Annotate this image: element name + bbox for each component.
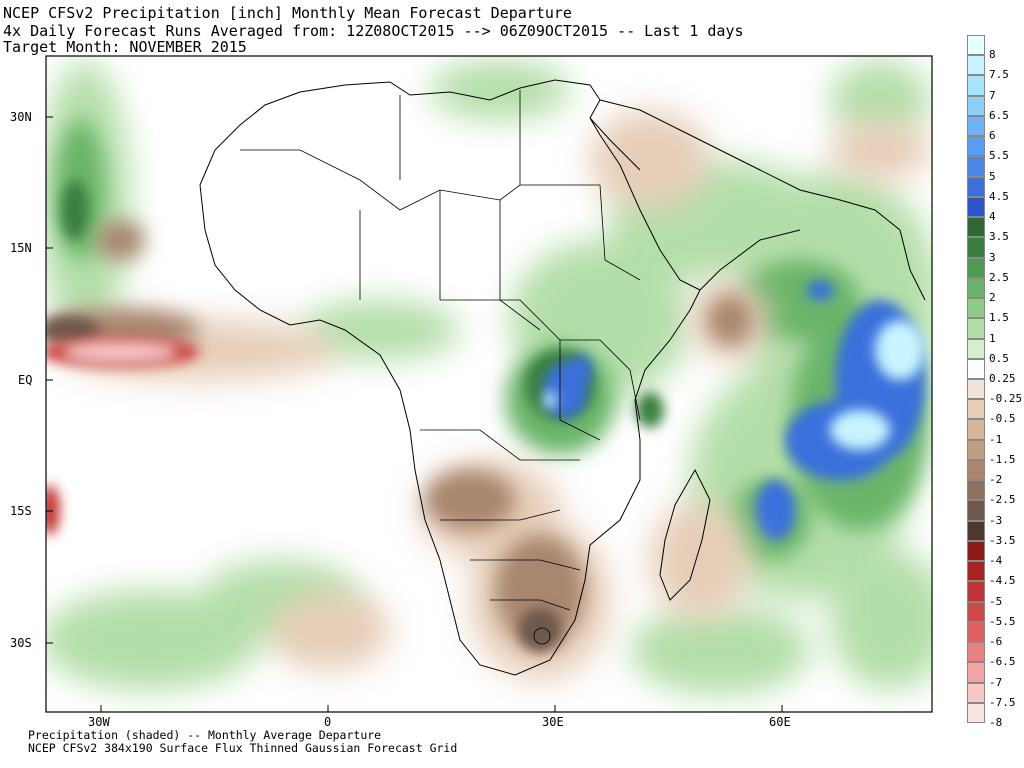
- legend-swatch: [967, 379, 985, 400]
- legend-label: -2: [989, 473, 1003, 487]
- legend-swatch: [967, 561, 985, 582]
- legend-swatch: [967, 196, 985, 218]
- legend-swatch: [967, 520, 985, 541]
- legend-swatch: [967, 581, 985, 602]
- legend-label: 8: [989, 48, 996, 62]
- legend-swatch: [967, 439, 985, 460]
- tick-marks: [46, 116, 783, 712]
- lon-label-60e: 60E: [769, 715, 791, 729]
- lat-label-30s: 30S: [10, 636, 32, 650]
- country-borders: [240, 90, 641, 645]
- lon-label-30w: 30W: [88, 715, 110, 729]
- legend-label: -1: [989, 432, 1003, 446]
- legend-swatch: [967, 217, 985, 238]
- legend-swatch: [967, 621, 985, 643]
- forecast-runs-line: 4x Daily Forecast Runs Averaged from: 12…: [3, 22, 744, 40]
- legend-label: -5.5: [989, 614, 1016, 628]
- legend-swatch: [967, 298, 985, 319]
- legend-swatch: [967, 318, 985, 339]
- legend-label: -7: [989, 675, 1003, 689]
- legend-label: -0.25: [989, 392, 1023, 406]
- legend-swatch: [967, 115, 985, 137]
- legend-label: 6.5: [989, 108, 1009, 122]
- legend-label: -5: [989, 594, 1003, 608]
- legend-label: -4.5: [989, 574, 1016, 588]
- legend-label: 0.5: [989, 351, 1009, 365]
- legend-label: 3: [989, 250, 996, 264]
- legend-swatch: [967, 480, 985, 501]
- legend-label: 3.5: [989, 230, 1009, 244]
- legend-swatch: [967, 399, 985, 420]
- legend-label: 5.5: [989, 149, 1009, 163]
- legend-label: 5: [989, 169, 996, 183]
- legend-swatch: [967, 257, 985, 278]
- legend-label: -7.5: [989, 695, 1016, 709]
- legend-label: -0.5: [989, 412, 1016, 426]
- legend-swatch: [967, 682, 985, 703]
- legend-label: 7.5: [989, 68, 1009, 82]
- target-month-line: Target Month: NOVEMBER 2015: [3, 38, 247, 56]
- legend-swatch: [967, 702, 985, 723]
- legend-swatch: [967, 338, 985, 359]
- dry-anomaly-red: [46, 336, 200, 535]
- legend-label: -8: [989, 716, 1003, 729]
- coastlines: [199, 79, 926, 676]
- legend-label: -4: [989, 554, 1003, 568]
- legend-label: 6: [989, 129, 996, 143]
- legend-swatch: [967, 237, 985, 258]
- color-bar-legend: 8 7.5 7 6.5 6 5.5 5 4.5 4 3.5 3 2.5 2 1.5 1 0.5 0.25 -0.2…: [967, 35, 1023, 728]
- legend-swatch: [967, 540, 985, 562]
- legend-swatch: [967, 75, 985, 96]
- lat-label-30n: 30N: [10, 110, 32, 124]
- legend-label: 4.5: [989, 189, 1009, 203]
- lon-label-30e: 30E: [542, 715, 564, 729]
- legend-swatch: [967, 459, 985, 481]
- legend-swatch: [967, 136, 985, 157]
- legend-label: 1: [989, 331, 996, 345]
- legend-label: -2.5: [989, 493, 1016, 507]
- legend-label: -1.5: [989, 452, 1016, 466]
- legend-swatch: [967, 662, 985, 683]
- wet-anomaly-cyan: [544, 320, 925, 450]
- legend-swatch: [967, 176, 985, 197]
- legend-swatch: [967, 419, 985, 440]
- lat-label-15s: 15S: [10, 504, 32, 518]
- legend-swatch: [967, 642, 985, 663]
- legend-label: 1.5: [989, 311, 1009, 325]
- legend-label: -3: [989, 513, 1003, 527]
- legend-swatch: [967, 500, 985, 521]
- legend-swatch: [967, 358, 985, 379]
- shaded-field: [46, 56, 932, 712]
- legend-swatch: [967, 95, 985, 116]
- lat-label-15n: 15N: [10, 241, 32, 255]
- dry-anomaly-dark: [46, 316, 562, 652]
- legend-label: 7: [989, 88, 996, 102]
- legend-label: -3.5: [989, 533, 1016, 547]
- legend-swatch: [967, 156, 985, 177]
- lat-label-eq: EQ: [18, 373, 33, 387]
- legend-swatch: [967, 35, 985, 56]
- footer-shading-note: Precipitation (shaded) -- Monthly Averag…: [28, 728, 382, 742]
- legend-label: 2.5: [989, 270, 1009, 284]
- legend-label: -6.5: [989, 655, 1016, 669]
- legend-swatch: [967, 601, 985, 622]
- legend-label: 0.25: [989, 372, 1016, 385]
- map-frame: [45, 55, 933, 713]
- map-title: NCEP CFSv2 Precipitation [inch] Monthly …: [3, 4, 572, 22]
- legend-swatch: [967, 55, 985, 76]
- footer-grid-note: NCEP CFSv2 384x190 Surface Flux Thinned …: [28, 741, 458, 755]
- legend-swatch: [967, 277, 985, 299]
- lon-label-0: 0: [324, 715, 332, 729]
- legend-label: 2: [989, 291, 996, 305]
- legend-label: -6: [989, 635, 1003, 649]
- legend-label: 4: [989, 210, 996, 224]
